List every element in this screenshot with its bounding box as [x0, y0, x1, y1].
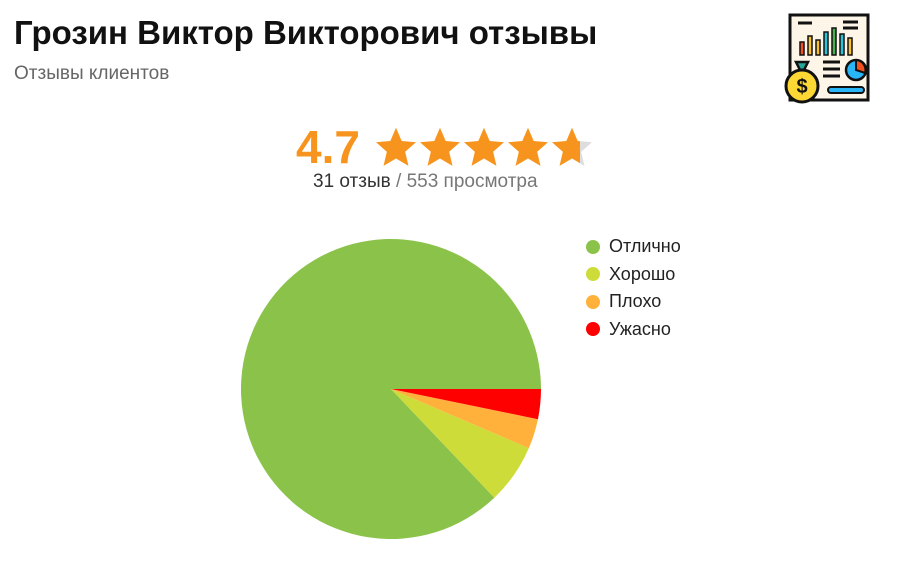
view-count: 553 просмотра	[406, 171, 538, 192]
legend-item[interactable]: Отлично	[586, 233, 681, 261]
pie-slice-3[interactable]	[391, 389, 541, 420]
rating-summary: 4.7	[296, 120, 594, 174]
review-count: 31 отзыв	[313, 171, 391, 192]
chart-legend: Отлично Хорошо Плохо Ужасно	[586, 233, 681, 343]
legend-dot-icon	[586, 322, 600, 337]
pie-slice-1[interactable]	[391, 389, 529, 498]
star-rating	[374, 125, 594, 169]
legend-dot-icon	[586, 267, 600, 282]
legend-item[interactable]: Ужасно	[586, 316, 681, 344]
legend-label: Ужасно	[609, 318, 671, 339]
legend-label: Хорошо	[609, 263, 676, 284]
page-title: Грозин Виктор Викторович отзывы	[14, 14, 598, 51]
legend-dot-icon	[586, 294, 600, 309]
financial-report-icon: $	[784, 13, 870, 104]
star-icon	[507, 127, 548, 166]
svg-text:$: $	[796, 76, 807, 98]
legend-label: Отлично	[609, 236, 681, 257]
star-icon	[375, 127, 416, 166]
rating-score: 4.7	[296, 121, 360, 173]
legend-label: Плохо	[609, 291, 662, 312]
separator: /	[390, 171, 407, 192]
star-icon	[419, 127, 460, 166]
legend-item[interactable]: Плохо	[586, 288, 681, 316]
page-subtitle: Отзывы клиентов	[14, 63, 170, 84]
star-icon	[551, 127, 592, 166]
star-icon	[463, 127, 504, 166]
pie-slice-2[interactable]	[391, 389, 538, 449]
legend-dot-icon	[586, 239, 600, 254]
review-counts: 31 отзыв / 553 просмотра	[313, 171, 538, 193]
legend-item[interactable]: Хорошо	[586, 261, 681, 289]
